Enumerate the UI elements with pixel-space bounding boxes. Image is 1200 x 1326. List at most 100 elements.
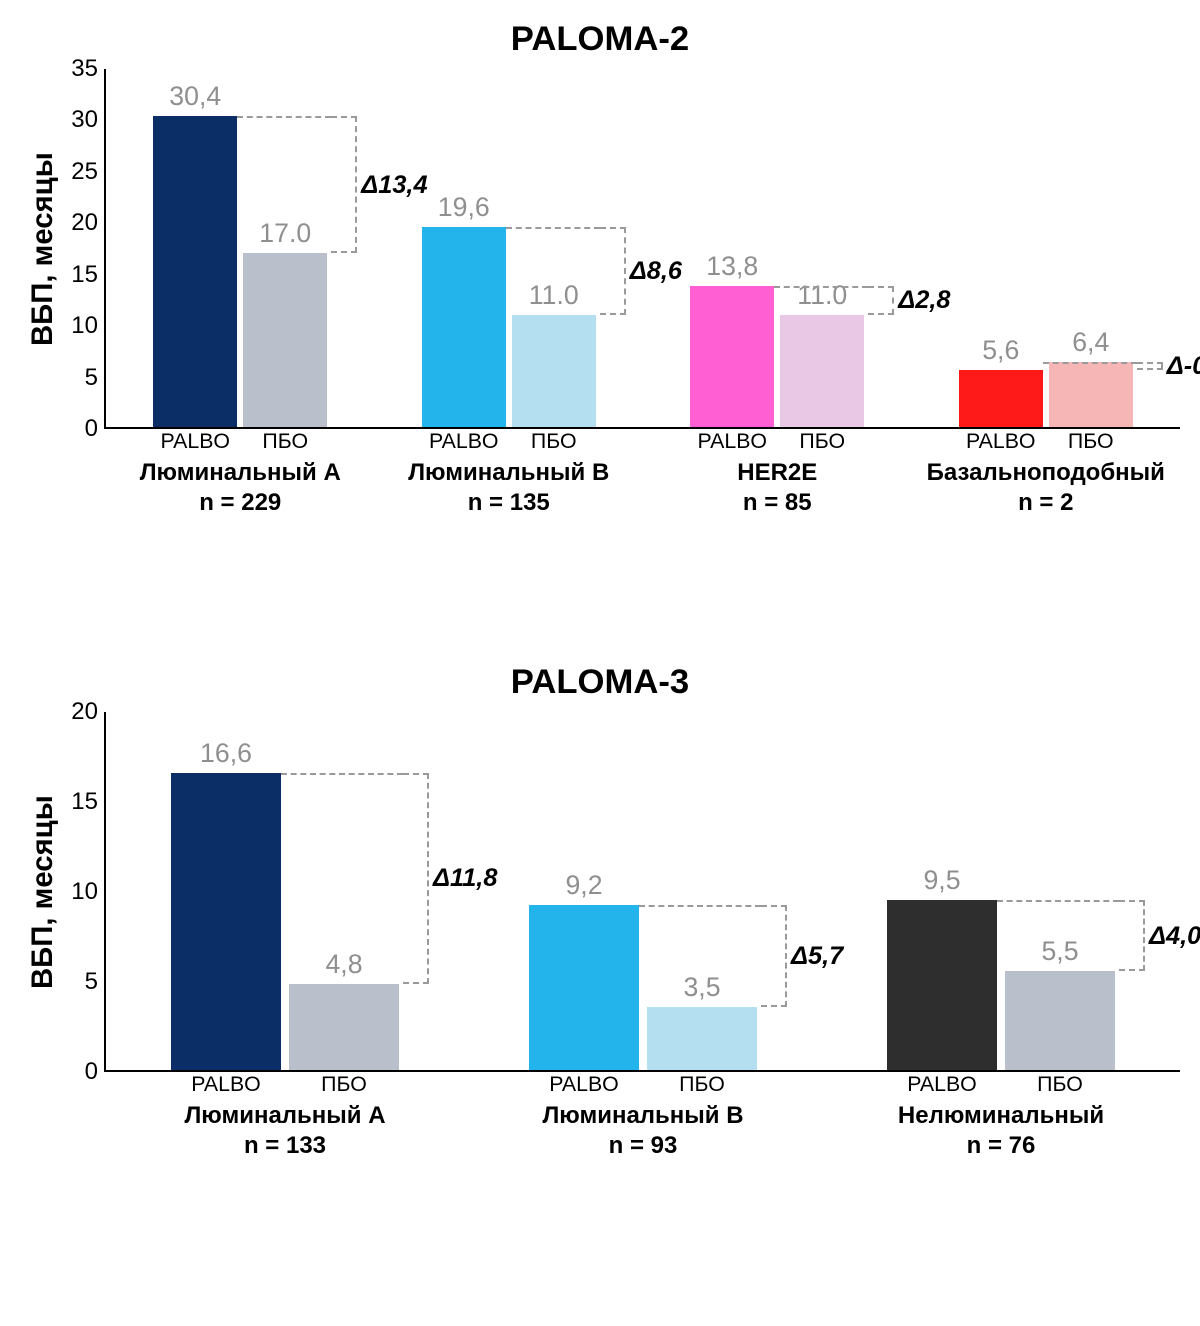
- y-axis: 05101520253035: [60, 69, 104, 429]
- bar-group: 30,417.0Δ13,4: [106, 69, 375, 427]
- group-label-line2: n = 229: [106, 488, 375, 518]
- bar-sublabel-row: PALBOПБО: [106, 1072, 464, 1097]
- group-label-line2: n = 93: [464, 1131, 822, 1161]
- x-group: PALBOПБОНелюминальныйn = 76: [822, 1072, 1180, 1266]
- bar-sublabel-row: PALBOПБО: [375, 429, 644, 454]
- bar-value-label: 3,5: [683, 972, 720, 1007]
- y-tick: 0: [85, 415, 98, 443]
- bar: 6,4: [1049, 362, 1133, 427]
- bar-value-label: 11.0: [797, 280, 847, 315]
- chart-body: ВБП, месяцы0510152016,64,8Δ11,89,23,5Δ5,…: [20, 712, 1180, 1072]
- bar-value-label: 19,6: [438, 192, 490, 227]
- x-group: PALBOПБО Люминальный Аn = 133: [106, 1072, 464, 1266]
- bar-sublabel: PALBO: [422, 429, 506, 454]
- bar-value-label: 9,2: [565, 870, 602, 905]
- bar-value-label: 4,8: [325, 949, 362, 984]
- delta-bracket: [1137, 362, 1163, 370]
- x-group: PALBOПБОHER2En = 85: [643, 429, 912, 623]
- y-tick: 15: [71, 788, 98, 816]
- bar: 30,4: [153, 116, 237, 427]
- bar-sublabel-row: PALBOПБО: [643, 429, 912, 454]
- bar-wrap: 4,8: [289, 712, 399, 1070]
- paloma2-chart: PALOMA-2ВБП, месяцы0510152025303530,417.…: [20, 20, 1180, 623]
- bar-group: 16,64,8Δ11,8: [106, 712, 464, 1070]
- bar-sublabel: PALBO: [690, 429, 774, 454]
- bar: 11.0: [780, 315, 864, 428]
- x-group: PALBOПБО Люминальный Вn = 135: [375, 429, 644, 623]
- bar: 4,8: [289, 984, 399, 1070]
- bar-wrap: 13,8: [690, 69, 774, 427]
- x-group: PALBOПБО Люминальный Вn = 93: [464, 1072, 822, 1266]
- x-group: PALBOПБО Базальноподобныйn = 2: [912, 429, 1181, 623]
- bar-sublabel: PALBO: [959, 429, 1043, 454]
- bar-sublabel-row: PALBOПБО: [464, 1072, 822, 1097]
- bar-group: 5,66,4Δ-0,8: [912, 69, 1181, 427]
- bar-sublabel: PALBO: [153, 429, 237, 454]
- plot-area: 16,64,8Δ11,89,23,5Δ5,79,55,5Δ4,0: [104, 712, 1180, 1072]
- group-label-line1: Базальноподобный: [912, 458, 1181, 488]
- y-tick: 25: [71, 158, 98, 186]
- chart-body: ВБП, месяцы0510152025303530,417.0Δ13,419…: [20, 69, 1180, 429]
- bar: 5,6: [959, 370, 1043, 427]
- x-group: PALBOПБО Люминальный Аn = 229: [106, 429, 375, 623]
- bar: 19,6: [422, 227, 506, 427]
- group-label-line2: n = 76: [822, 1131, 1180, 1161]
- group-label-line1: Люминальный В: [375, 458, 644, 488]
- bar-wrap: 16,6: [171, 712, 281, 1070]
- bar: 13,8: [690, 286, 774, 427]
- bar-wrap: 11.0: [512, 69, 596, 427]
- group-label-line2: n = 2: [912, 488, 1181, 518]
- bar-wrap: 19,6: [422, 69, 506, 427]
- bar-sublabel: ПБО: [647, 1072, 757, 1097]
- y-tick: 5: [85, 968, 98, 996]
- bar: 9,2: [529, 905, 639, 1070]
- bar: 5,5: [1005, 971, 1115, 1069]
- y-axis-label: ВБП, месяцы: [20, 69, 60, 429]
- y-tick: 20: [71, 209, 98, 237]
- group-label-line1: Люминальный А: [106, 1101, 464, 1131]
- bar-value-label: 6,4: [1072, 327, 1109, 362]
- bar-sublabel-row: PALBO ПБО: [822, 1072, 1180, 1097]
- y-tick: 5: [85, 364, 98, 392]
- delta-bracket: [761, 905, 787, 1007]
- delta-bracket: [331, 116, 357, 253]
- bar-value-label: 9,5: [923, 865, 960, 900]
- y-tick: 0: [85, 1058, 98, 1086]
- y-axis-label: ВБП, месяцы: [20, 712, 60, 1072]
- bar-value-label: 30,4: [169, 81, 221, 116]
- y-tick: 15: [71, 261, 98, 289]
- bar-group: 9,23,5Δ5,7: [464, 712, 822, 1070]
- bar-value-label: 5,5: [1041, 936, 1078, 971]
- group-label-line1: Люминальный А: [106, 458, 375, 488]
- bar: 16,6: [171, 773, 281, 1070]
- bar-value-label: 17.0: [259, 218, 311, 253]
- bar-value-label: 5,6: [982, 335, 1019, 370]
- bar-sublabel-row: PALBOПБО: [106, 429, 375, 454]
- paloma3-chart: PALOMA-3ВБП, месяцы0510152016,64,8Δ11,89…: [20, 663, 1180, 1266]
- bar-value-label: 16,6: [200, 738, 252, 773]
- bar-sublabel: PALBO: [171, 1072, 281, 1097]
- group-label-line2: n = 135: [375, 488, 644, 518]
- group-label-line2: n = 85: [643, 488, 912, 518]
- bar-wrap: 5,6: [959, 69, 1043, 427]
- bar-value-label: 13,8: [706, 251, 758, 286]
- group-label-line1: Люминальный В: [464, 1101, 822, 1131]
- bar-group: 9,55,5Δ4,0: [822, 712, 1180, 1070]
- bar-sublabel: ПБО: [1005, 1072, 1115, 1097]
- bar: 17.0: [243, 253, 327, 427]
- x-axis: ВБП, месяцыPALBOПБОЛюминальный Аn = 229P…: [20, 429, 1180, 623]
- bar-groups: 30,417.0Δ13,419,611.0Δ8,613,811.0Δ2,85,6…: [106, 69, 1180, 427]
- bar-wrap: 9,5: [887, 712, 997, 1070]
- bar-value-label: 11.0: [529, 280, 579, 315]
- bar: 11.0: [512, 315, 596, 428]
- delta-bracket: [1119, 900, 1145, 972]
- delta-bracket: [868, 286, 894, 315]
- plot-area: 30,417.0Δ13,419,611.0Δ8,613,811.0Δ2,85,6…: [104, 69, 1180, 429]
- bar-wrap: 6,4: [1049, 69, 1133, 427]
- group-label-line2: n = 133: [106, 1131, 464, 1161]
- bar-sublabel: PALBO: [887, 1072, 997, 1097]
- bar-sublabel: ПБО: [512, 429, 596, 454]
- y-tick: 30: [71, 106, 98, 134]
- bar-wrap: 3,5: [647, 712, 757, 1070]
- bar-sublabel-row: PALBOПБО: [912, 429, 1181, 454]
